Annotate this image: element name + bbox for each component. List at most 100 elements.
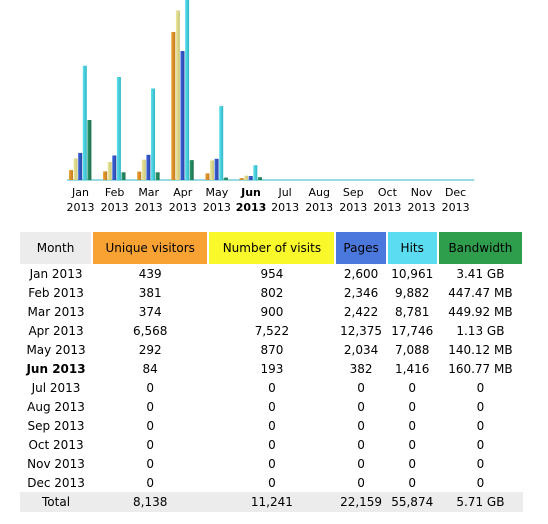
cell-hits: 10,961 <box>391 266 434 281</box>
visits-bar <box>141 159 146 180</box>
unique-visitors-bar <box>205 173 210 180</box>
table-row: Mar 2013 374 900 2,422 8,781 449.92 MB <box>20 302 523 321</box>
cell-month: Aug 2013 <box>27 399 85 414</box>
pages-header: Pages <box>335 232 388 264</box>
cell-month: Jul 2013 <box>31 380 81 395</box>
table-row: Dec 2013 0 0 0 0 0 <box>20 473 523 492</box>
cell-hits: 8,781 <box>395 304 430 319</box>
cell-hits: 0 <box>408 380 417 395</box>
cell-unique: 381 <box>138 285 162 300</box>
pages-bar <box>180 51 185 180</box>
cell-hits: 0 <box>408 456 417 471</box>
cell-pages: 0 <box>357 380 365 395</box>
year-tick-label: 2013 <box>203 201 231 214</box>
pages-bar <box>78 152 83 180</box>
hits-bar <box>151 88 155 180</box>
cell-pages: 2,346 <box>343 285 379 300</box>
cell-visits: 900 <box>260 304 284 319</box>
year-tick-label: 2013 <box>271 201 299 214</box>
cell-month: Oct 2013 <box>28 437 84 452</box>
cell-hits: 0 <box>408 475 417 490</box>
bandwidth-bar <box>223 177 228 180</box>
cell-pages: 2,034 <box>343 342 379 357</box>
cell-hits: 7,088 <box>395 342 430 357</box>
year-tick-label: 2013 <box>373 201 401 214</box>
visits-bar <box>107 161 112 180</box>
pages-bar <box>112 155 117 180</box>
cell-visits: 7,522 <box>254 323 290 338</box>
cell-unique: 0 <box>146 399 155 414</box>
table-row: Jul 2013 0 0 0 0 0 <box>20 378 523 397</box>
cell-month: Apr 2013 <box>28 323 84 338</box>
unique-visitors-header: Unique visitors <box>92 232 210 264</box>
unique-visitors-bar <box>103 171 108 180</box>
month-tick-label: Mar <box>138 186 159 199</box>
cell-bandwidth: 160.77 MB <box>448 361 513 376</box>
monthly-history-chart: Jan 2013 Feb 2013 Mar 2013 Apr 2013 May 2013 Jun 20… <box>0 0 548 220</box>
cell-month: Jan 2013 <box>29 266 83 281</box>
table-header-row: Month Unique visitors Number of visits P… <box>20 232 525 264</box>
cell-unique: 6,568 <box>133 323 168 338</box>
month-tick-label: Apr <box>173 186 193 199</box>
cell-unique: 0 <box>146 475 155 490</box>
cell-bandwidth: 5.71 GB <box>437 492 523 512</box>
unique-visitors-bar <box>137 171 142 180</box>
cell-visits: 0 <box>268 475 276 490</box>
cell-visits: 0 <box>268 399 276 414</box>
cell-unique: 374 <box>138 304 162 319</box>
cell-pages: 2,600 <box>343 266 379 281</box>
cell-hits: 0 <box>408 399 417 414</box>
pages-bar <box>146 154 151 180</box>
monthly-stats-table: Month Unique visitors Number of visits P… <box>20 232 525 512</box>
year-tick-label: 2013 <box>305 201 333 214</box>
cell-pages: 12,375 <box>340 323 383 338</box>
cell-pages: 0 <box>357 475 365 490</box>
visits-bar <box>244 175 249 180</box>
bandwidth-bar <box>121 172 126 180</box>
cell-pages: 382 <box>349 361 373 376</box>
table-row: Jan 2013 439 954 2,600 10,961 3.41 GB <box>20 264 523 283</box>
cell-hits: 9,882 <box>395 285 430 300</box>
pages-bar <box>248 176 253 180</box>
hits-header: Hits <box>386 232 439 264</box>
cell-unique: 0 <box>146 437 155 452</box>
cell-bandwidth: 449.92 MB <box>448 304 513 319</box>
month-tick-label: Jun <box>240 186 261 199</box>
hits-bar <box>253 165 258 180</box>
cell-unique: 0 <box>146 418 155 433</box>
visits-bar <box>175 10 180 180</box>
hits-bar <box>219 106 224 180</box>
cell-bandwidth: 0 <box>476 456 485 471</box>
year-tick-label: 2013 <box>408 201 436 214</box>
cell-visits: 802 <box>260 285 284 300</box>
cell-bandwidth: 0 <box>476 437 485 452</box>
unique-visitors-bar <box>239 178 244 180</box>
hits-bar <box>185 0 190 180</box>
table-row: Oct 2013 0 0 0 0 0 <box>20 435 523 454</box>
visits-bar <box>210 160 214 180</box>
cell-visits: 870 <box>260 342 284 357</box>
cell-bandwidth: 1.13 GB <box>456 323 505 338</box>
table-row: May 2013 292 870 2,034 7,088 140.12 MB <box>20 340 523 359</box>
cell-bandwidth: 0 <box>476 399 485 414</box>
year-tick-label: 2013 <box>135 201 163 214</box>
table-row: Nov 2013 0 0 0 0 0 <box>20 454 523 473</box>
bandwidth-bar <box>87 120 92 180</box>
month-tick-label: Sep <box>343 186 364 199</box>
cell-month: Sep 2013 <box>27 418 85 433</box>
month-tick-label: May <box>206 186 229 199</box>
unique-visitors-bar <box>171 32 176 180</box>
cell-unique: 84 <box>142 361 158 376</box>
pages-bar <box>214 158 219 180</box>
cell-month: Jun 2013 <box>26 361 86 376</box>
cell-pages: 2,422 <box>343 304 379 319</box>
bandwidth-bar <box>257 177 262 180</box>
hits-bar <box>82 65 87 180</box>
month-tick-label: Nov <box>411 186 433 199</box>
cell-month: Feb 2013 <box>28 285 84 300</box>
year-tick-label: 2013 <box>442 201 470 214</box>
bandwidth-bar <box>189 160 194 180</box>
cell-month: Mar 2013 <box>27 304 85 319</box>
year-tick-label: 2013 <box>339 201 367 214</box>
table-row: Apr 2013 6,568 7,522 12,375 17,746 1.13 GB <box>20 321 523 340</box>
